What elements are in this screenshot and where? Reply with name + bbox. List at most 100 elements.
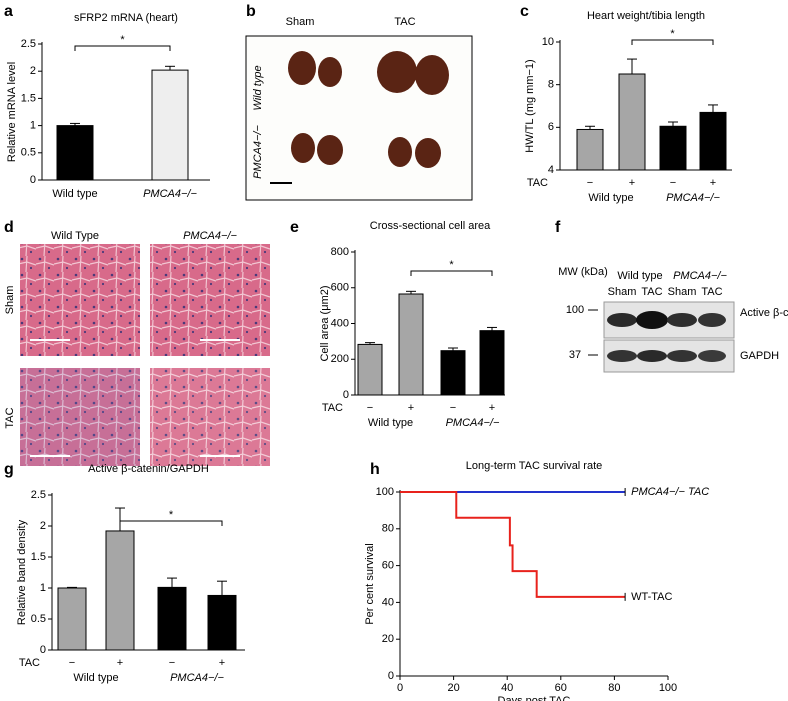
bar — [151, 69, 189, 181]
column-label: Wild Type — [51, 230, 99, 242]
y-tick-label: 1 — [40, 582, 46, 594]
bar — [699, 111, 727, 171]
blot-image — [603, 301, 735, 373]
bar — [357, 343, 383, 396]
x-tick-label: 60 — [555, 682, 567, 694]
chart-title: Long-term TAC survival rate — [466, 460, 603, 472]
y-tick-label: 200 — [331, 353, 349, 365]
panel-letter: a — [4, 3, 13, 20]
row-label: Wild type — [252, 65, 264, 110]
x-tick-label: 80 — [608, 682, 620, 694]
histology-images — [20, 244, 270, 466]
y-axis-label: HW/TL (mg mm−1) — [524, 59, 536, 152]
tac-sign: + — [117, 657, 123, 669]
lane-label: TAC — [701, 286, 722, 298]
bar — [56, 125, 94, 181]
axis — [399, 490, 668, 677]
x-tick-label: 0 — [397, 682, 403, 694]
tac-sign: − — [367, 402, 373, 414]
y-axis-label: Relative mRNA level — [6, 62, 18, 162]
mw-marker: 100 — [566, 304, 584, 316]
y-tick-label: 6 — [548, 121, 554, 133]
bar — [659, 125, 687, 171]
y-tick-label: 0 — [388, 670, 394, 682]
bar — [57, 587, 87, 651]
column-label: PMCA4−/− — [183, 230, 237, 242]
y-axis-label: Cell area (μm2) — [319, 285, 331, 361]
bar — [398, 293, 424, 396]
group-label: Wild type — [588, 192, 633, 204]
y-tick-label: 1.5 — [31, 551, 46, 563]
bar — [157, 586, 187, 651]
tac-sign: − — [169, 657, 175, 669]
x-tick-label: 40 — [501, 682, 513, 694]
x-tick-label: PMCA4−/− — [143, 188, 197, 200]
blot-group: PMCA4−/− — [673, 270, 727, 282]
y-tick-label: 10 — [542, 36, 554, 48]
tac-sign: − — [69, 657, 75, 669]
bar — [207, 594, 237, 651]
significance-bracket — [119, 520, 223, 526]
series-label: PMCA4−/− TAC — [631, 486, 709, 498]
bar — [618, 73, 646, 171]
panel-letter: d — [4, 219, 14, 236]
chart-title: Cross-sectional cell area — [370, 220, 491, 232]
series-label: WT-TAC — [631, 591, 672, 603]
chart-title: Active β-catenin/GAPDH — [88, 463, 209, 475]
y-tick-label: 2 — [30, 65, 36, 77]
tac-sign: + — [219, 657, 225, 669]
panel-letter: e — [290, 219, 299, 236]
y-tick-label: 800 — [331, 246, 349, 258]
significance-bracket — [74, 45, 171, 51]
x-tick-label: Wild type — [52, 188, 97, 200]
y-tick-label: 100 — [376, 486, 394, 498]
y-tick-label: 0 — [343, 389, 349, 401]
y-tick-label: 40 — [382, 596, 394, 608]
y-tick-label: 2.5 — [31, 489, 46, 501]
significance-bracket — [631, 39, 714, 45]
y-tick-label: 0.5 — [31, 613, 46, 625]
significance-label: * — [169, 509, 174, 521]
row-label: TAC — [4, 407, 16, 428]
mw-label: MW (kDa) — [558, 266, 608, 278]
y-tick-label: 4 — [548, 164, 554, 176]
panel-letter: c — [520, 3, 529, 20]
y-tick-label: 1.5 — [21, 92, 36, 104]
y-tick-label: 20 — [382, 633, 394, 645]
bar — [105, 530, 135, 651]
y-tick-label: 0 — [40, 644, 46, 656]
column-label: TAC — [394, 16, 415, 28]
bar — [479, 330, 505, 396]
row-label: TAC — [19, 657, 40, 669]
group-label: Wild type — [368, 417, 413, 429]
panel-letter: h — [370, 461, 380, 478]
y-tick-label: 8 — [548, 79, 554, 91]
band-label: Active β-catenin — [740, 307, 788, 319]
row-label: Sham — [4, 286, 16, 315]
tac-sign: + — [489, 402, 495, 414]
y-tick-label: 2.5 — [21, 38, 36, 50]
y-tick-label: 2 — [40, 520, 46, 532]
column-label: Sham — [286, 16, 315, 28]
x-axis-label: Days post TAC — [498, 695, 571, 701]
lane-label: Sham — [668, 286, 697, 298]
significance-label: * — [449, 259, 454, 271]
y-tick-label: 1 — [30, 120, 36, 132]
y-tick-label: 0 — [30, 174, 36, 186]
row-label: TAC — [322, 402, 343, 414]
y-tick-label: 600 — [331, 282, 349, 294]
significance-label: * — [120, 34, 125, 46]
panel-letter: f — [555, 219, 561, 236]
survival-line — [400, 491, 626, 598]
marker-ticks — [588, 309, 598, 356]
lane-label: Sham — [608, 286, 637, 298]
row-label: TAC — [527, 177, 548, 189]
row-label: PMCA4−/− — [252, 125, 264, 179]
mw-marker: 37 — [569, 349, 581, 361]
significance-label: * — [670, 28, 675, 40]
x-tick-label: 100 — [659, 682, 677, 694]
tac-sign: + — [710, 177, 716, 189]
y-tick-label: 80 — [382, 523, 394, 535]
panel-letter: b — [246, 3, 256, 20]
